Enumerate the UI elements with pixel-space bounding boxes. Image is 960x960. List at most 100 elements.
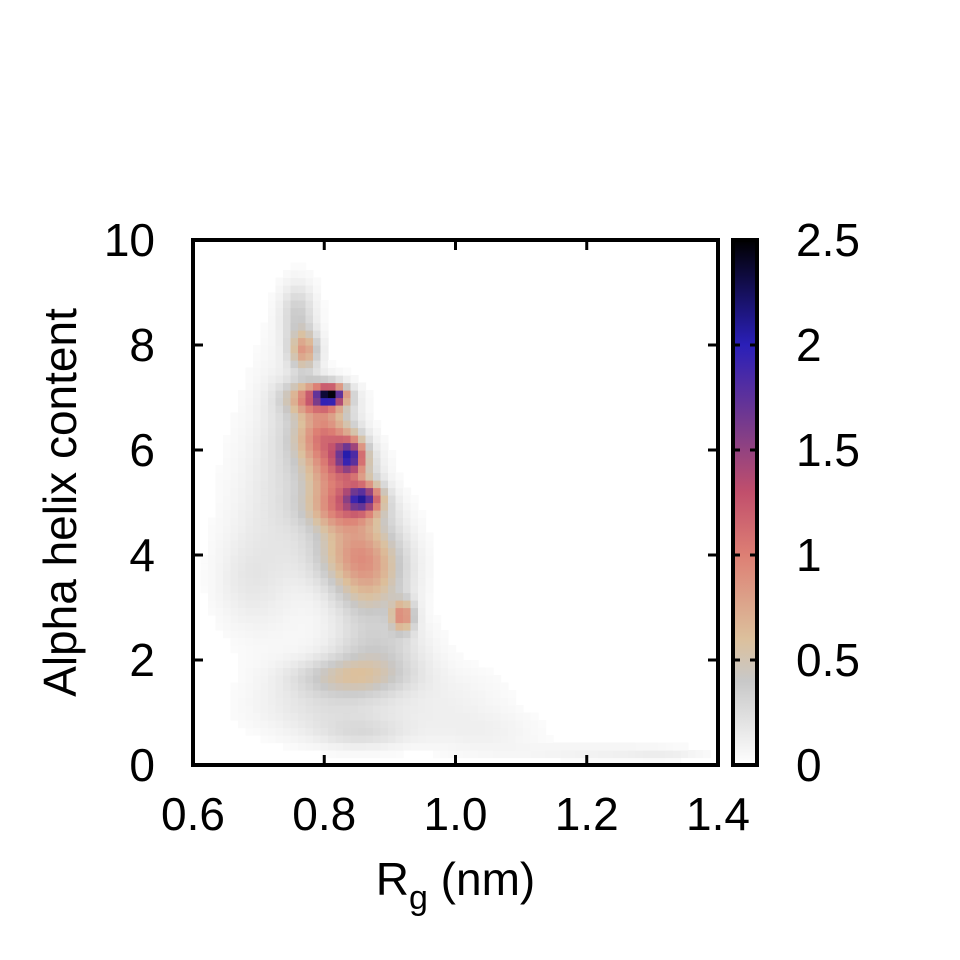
heatmap-cell [283,712,292,721]
heatmap-cell [373,645,382,654]
heatmap-cell [320,577,329,586]
heatmap-cell [358,727,367,736]
heatmap-cell [305,742,314,751]
heatmap-cell [223,607,232,616]
heatmap-cell [343,585,352,594]
heatmap-cell [260,645,269,654]
heatmap-cell [313,555,322,564]
heatmap-cell [253,682,262,691]
heatmap-cell [253,592,262,601]
heatmap-cell [275,562,284,571]
heatmap-cell [260,337,269,346]
heatmap-cell [343,457,352,466]
heatmap-cell [373,600,382,609]
heatmap-cell [223,540,232,549]
heatmap-cell [275,277,284,286]
heatmap-cell [253,480,262,489]
heatmap-cell [373,525,382,534]
heatmap-cell [328,420,337,429]
heatmap-cell [643,742,652,751]
heatmap-cell [350,667,359,676]
heatmap-cell [320,682,329,691]
heatmap-cell [238,517,247,526]
heatmap-cell [223,562,232,571]
heatmap-cell [238,697,247,706]
heatmap-cell [260,562,269,571]
heatmap-cell [373,630,382,639]
heatmap-cell [433,615,442,624]
heatmap-cell [298,367,307,376]
heatmap-cell [365,547,374,556]
heatmap-cell [328,517,337,526]
heatmap-cell [335,480,344,489]
heatmap-cell [275,390,284,399]
heatmap-cell [320,525,329,534]
heatmap-cell [425,645,434,654]
heatmap-cell [260,555,269,564]
heatmap-cell [388,592,397,601]
heatmap-cell [358,637,367,646]
heatmap-cell [508,742,517,751]
heatmap-cell [230,495,239,504]
heatmap-cell [320,352,329,361]
heatmap-cell [305,270,314,279]
heatmap-cell [343,742,352,751]
heatmap-cell [290,682,299,691]
heatmap-cell [358,607,367,616]
heatmap-cell [373,675,382,684]
heatmap-cell [388,720,397,729]
heatmap-cell [223,517,232,526]
heatmap-cell [380,435,389,444]
heatmap-cell [260,690,269,699]
heatmap-cell [230,697,239,706]
heatmap-cell [283,450,292,459]
x-axis-title: Rg (nm) [376,853,535,917]
heatmap-cell [260,532,269,541]
heatmap-cell [410,720,419,729]
heatmap-cell [313,735,322,744]
heatmap-cell [328,727,337,736]
heatmap-cell [290,592,299,601]
heatmap-cell [253,420,262,429]
heatmap-cell [313,352,322,361]
heatmap-cell [313,562,322,571]
heatmap-cell [493,727,502,736]
heatmap-cell [328,712,337,721]
heatmap-cell [268,360,277,369]
heatmap-cell [253,375,262,384]
heatmap-cell [305,540,314,549]
heatmap-cell [313,457,322,466]
heatmap-cell [433,727,442,736]
heatmap-cell [290,337,299,346]
heatmap-cell [410,622,419,631]
heatmap-cell [298,517,307,526]
heatmap-cell [320,555,329,564]
heatmap-cell [245,540,254,549]
heatmap-cell [260,367,269,376]
heatmap-cell [275,705,284,714]
heatmap-cell [395,675,404,684]
heatmap-cell [253,637,262,646]
heatmap-cell [245,660,254,669]
heatmap-cell [358,720,367,729]
heatmap-cell [328,682,337,691]
heatmap-cell [253,577,262,586]
heatmap-cell [238,405,247,414]
heatmap-cell [403,562,412,571]
heatmap-cell [433,750,442,759]
heatmap-cell [523,735,532,744]
heatmap-cell [350,562,359,571]
heatmap-cell [320,390,329,399]
heatmap-cell [335,622,344,631]
heatmap-cell [253,472,262,481]
heatmap-cell [380,555,389,564]
heatmap-cell [380,742,389,751]
heatmap-cell [298,382,307,391]
heatmap-cell [223,615,232,624]
heatmap-cell [208,585,217,594]
heatmap-cell [350,750,359,759]
heatmap-cell [298,292,307,301]
heatmap-cell [260,442,269,451]
heatmap-cell [410,630,419,639]
